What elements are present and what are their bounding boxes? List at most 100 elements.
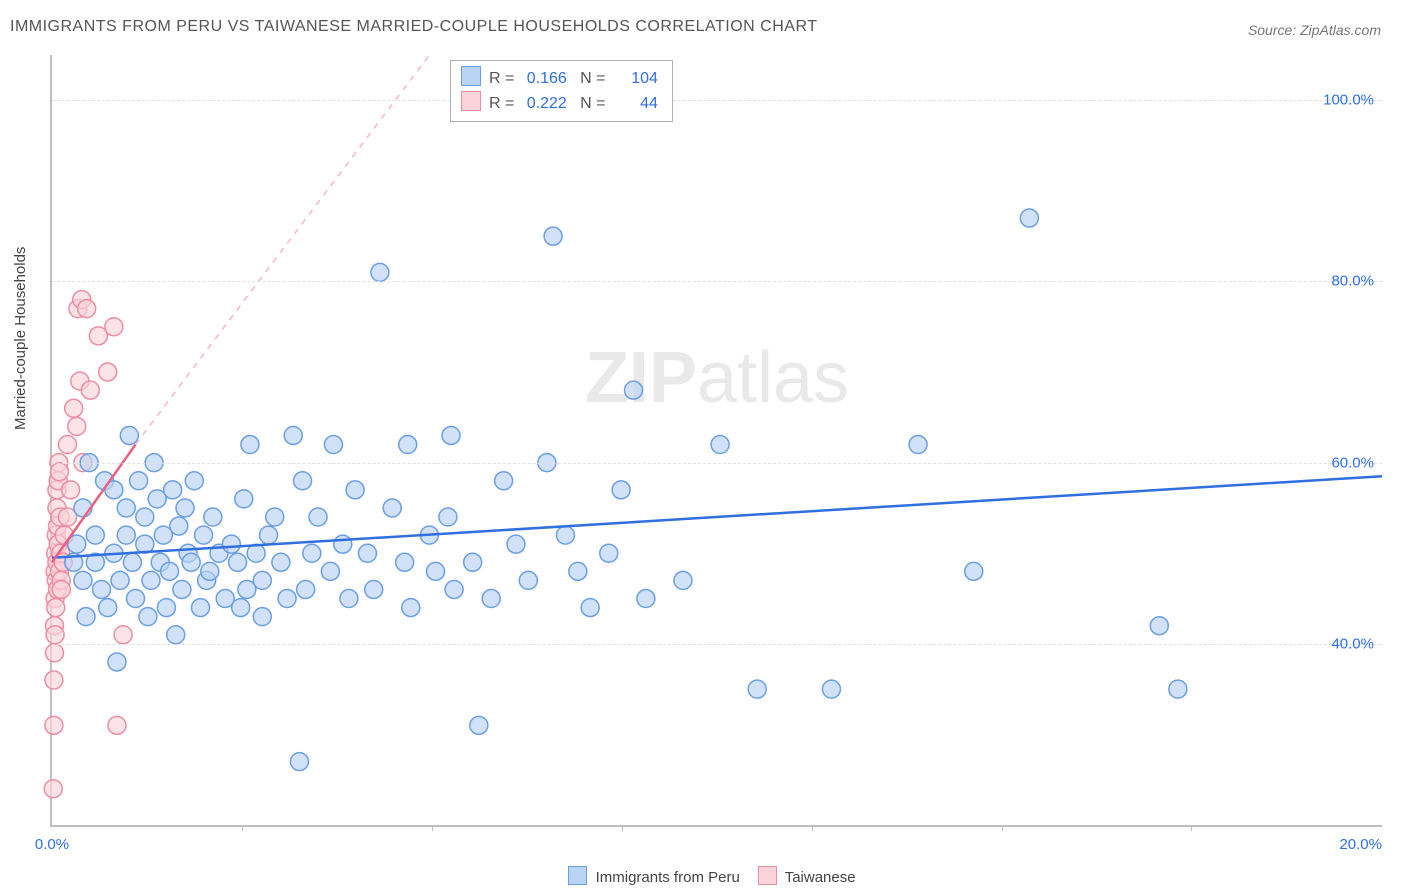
scatter-point-blue	[909, 436, 927, 454]
scatter-point-blue	[284, 426, 302, 444]
scatter-point-blue	[170, 517, 188, 535]
scatter-point-blue	[383, 499, 401, 517]
scatter-point-blue	[229, 553, 247, 571]
legend-r-value: 0.222	[519, 92, 567, 116]
legend-n-value: 104	[610, 67, 658, 91]
scatter-point-pink	[52, 580, 70, 598]
legend-swatch	[461, 66, 481, 86]
scatter-point-blue	[358, 544, 376, 562]
scatter-point-blue	[427, 562, 445, 580]
scatter-point-blue	[674, 571, 692, 589]
scatter-point-blue	[507, 535, 525, 553]
scatter-point-blue	[235, 490, 253, 508]
scatter-point-blue	[176, 499, 194, 517]
scatter-point-pink	[45, 716, 63, 734]
scatter-svg	[52, 55, 1382, 825]
scatter-point-blue	[470, 716, 488, 734]
legend-row: R = 0.222 N = 44	[461, 91, 658, 116]
x-tick-mark	[812, 825, 813, 831]
scatter-point-blue	[204, 508, 222, 526]
scatter-point-blue	[1150, 617, 1168, 635]
x-tick-mark	[1002, 825, 1003, 831]
x-legend-swatch	[568, 866, 587, 885]
scatter-point-blue	[164, 481, 182, 499]
scatter-point-blue	[222, 535, 240, 553]
scatter-point-blue	[74, 571, 92, 589]
scatter-point-blue	[182, 553, 200, 571]
scatter-point-blue	[185, 472, 203, 490]
plot-area: ZIPatlas 40.0%60.0%80.0%100.0%0.0%20.0%	[50, 55, 1382, 827]
scatter-point-blue	[201, 562, 219, 580]
stats-legend: R = 0.166 N = 104R = 0.222 N = 44	[450, 60, 673, 122]
scatter-point-blue	[822, 680, 840, 698]
scatter-point-blue	[191, 599, 209, 617]
scatter-point-blue	[371, 263, 389, 281]
scatter-point-blue	[556, 526, 574, 544]
trendline-blue	[52, 476, 1382, 558]
scatter-point-pink	[58, 436, 76, 454]
scatter-point-blue	[340, 590, 358, 608]
y-tick-label: 100.0%	[1323, 92, 1374, 109]
legend-r-value: 0.166	[519, 67, 567, 91]
scatter-point-blue	[365, 580, 383, 598]
x-tick-label: 0.0%	[35, 836, 69, 853]
scatter-point-blue	[439, 508, 457, 526]
x-tick-label: 20.0%	[1339, 836, 1382, 853]
scatter-point-blue	[108, 653, 126, 671]
scatter-point-blue	[278, 590, 296, 608]
scatter-point-blue	[99, 599, 117, 617]
x-legend-label: Taiwanese	[781, 869, 856, 886]
legend-row: R = 0.166 N = 104	[461, 66, 658, 91]
scatter-point-blue	[120, 426, 138, 444]
scatter-point-blue	[624, 381, 642, 399]
scatter-point-blue	[272, 553, 290, 571]
scatter-point-blue	[195, 526, 213, 544]
legend-n-value: 44	[610, 92, 658, 116]
scatter-point-blue	[402, 599, 420, 617]
scatter-point-blue	[247, 544, 265, 562]
scatter-point-pink	[78, 300, 96, 318]
scatter-point-blue	[442, 426, 460, 444]
gridline-h	[52, 463, 1382, 464]
scatter-point-blue	[294, 472, 312, 490]
scatter-point-blue	[324, 436, 342, 454]
scatter-point-blue	[600, 544, 618, 562]
scatter-point-blue	[711, 436, 729, 454]
scatter-point-blue	[117, 526, 135, 544]
scatter-point-pink	[99, 363, 117, 381]
scatter-point-blue	[253, 608, 271, 626]
x-legend-label: Immigrants from Peru	[591, 869, 739, 886]
scatter-point-blue	[399, 436, 417, 454]
legend-r-label: R =	[489, 70, 519, 87]
scatter-point-pink	[45, 671, 63, 689]
scatter-point-blue	[130, 472, 148, 490]
scatter-point-blue	[92, 580, 110, 598]
trendline-pink-dash	[136, 55, 430, 445]
scatter-point-blue	[334, 535, 352, 553]
scatter-point-blue	[346, 481, 364, 499]
chart-title: IMMIGRANTS FROM PERU VS TAIWANESE MARRIE…	[10, 18, 817, 36]
y-axis-label: Married-couple Households	[12, 247, 29, 430]
scatter-point-blue	[1020, 209, 1038, 227]
scatter-point-pink	[45, 644, 63, 662]
scatter-point-blue	[260, 526, 278, 544]
scatter-point-blue	[127, 590, 145, 608]
y-tick-label: 40.0%	[1331, 635, 1374, 652]
scatter-point-pink	[44, 780, 62, 798]
scatter-point-blue	[396, 553, 414, 571]
scatter-point-blue	[136, 508, 154, 526]
scatter-point-blue	[581, 599, 599, 617]
x-legend: Immigrants from Peru Taiwanese	[0, 866, 1406, 886]
scatter-point-blue	[445, 580, 463, 598]
scatter-point-blue	[1169, 680, 1187, 698]
scatter-point-pink	[81, 381, 99, 399]
scatter-point-blue	[173, 580, 191, 598]
scatter-point-pink	[47, 599, 65, 617]
gridline-h	[52, 100, 1382, 101]
scatter-point-blue	[117, 499, 135, 517]
legend-n-label: N =	[567, 95, 610, 112]
x-tick-mark	[622, 825, 623, 831]
scatter-point-blue	[464, 553, 482, 571]
scatter-point-blue	[637, 590, 655, 608]
x-tick-mark	[1191, 825, 1192, 831]
